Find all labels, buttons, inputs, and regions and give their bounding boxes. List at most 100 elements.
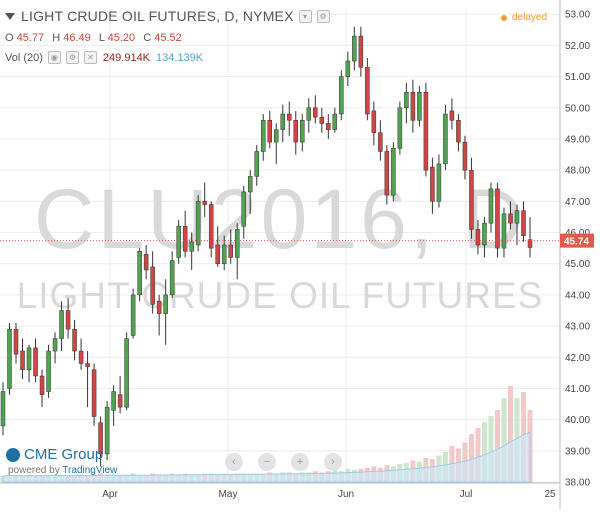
candle-body <box>326 123 331 130</box>
y-tick-label: 52.00 <box>565 41 590 52</box>
candle-body <box>91 369 97 417</box>
ohlc-high-value: 46.49 <box>63 32 91 44</box>
candle-body <box>221 244 227 264</box>
candle-body <box>306 107 312 121</box>
candle-body <box>150 266 155 305</box>
ohlc-close-label: C <box>143 32 152 44</box>
x-tick-label: Jun <box>338 489 354 500</box>
dropdown-chevron-icon[interactable]: ▾ <box>298 9 312 23</box>
cme-logo[interactable]: CME Group powered by TradingView <box>6 446 117 476</box>
y-tick-label: 39.00 <box>565 446 590 457</box>
scroll-left-button[interactable]: ‹ <box>225 453 243 471</box>
collapse-icon[interactable] <box>5 12 15 20</box>
candle-body <box>293 120 299 143</box>
candle-body <box>482 222 487 246</box>
candle-body <box>78 350 84 364</box>
y-tick-label: 47.00 <box>565 197 590 208</box>
candle-body <box>20 350 25 370</box>
candle-body <box>384 151 390 196</box>
ohlc-open-value: 45.77 <box>16 32 45 44</box>
candle-body <box>260 120 266 152</box>
candle-body <box>137 250 142 296</box>
volume-ma-value: 134.139K <box>156 51 204 64</box>
tradingview-link[interactable]: TradingView <box>62 465 118 476</box>
ohlc-low-label: L <box>98 32 105 44</box>
candle-body <box>228 244 233 258</box>
y-tick-label: 53.00 <box>565 10 590 21</box>
volume-legend: Vol (20) ◉ ⚙ ✕ 249.914K 134.139K <box>5 51 203 64</box>
y-tick-label: 40.00 <box>565 415 590 426</box>
candle-body <box>456 120 461 143</box>
candle-body <box>436 163 442 202</box>
y-tick-label: 46.00 <box>565 228 590 239</box>
volume-bar <box>507 386 513 482</box>
settings-icon[interactable]: ⚙ <box>316 9 330 23</box>
candle-body <box>391 148 396 196</box>
scroll-right-button[interactable]: › <box>324 453 342 471</box>
volume-bar <box>488 416 494 482</box>
ohlc-legend: O 45.77 H 46.49 L 45.20 C 45.52 <box>5 32 187 44</box>
candle-body <box>488 188 494 224</box>
y-tick-label: 42.00 <box>565 353 590 364</box>
candle-body <box>358 35 364 68</box>
candle-body <box>495 188 500 249</box>
candle-body <box>378 132 383 152</box>
candle-body <box>352 35 357 62</box>
x-tick-label: May <box>219 489 238 500</box>
candle-body <box>443 113 448 165</box>
candle-body <box>202 201 207 205</box>
watermark-symbol: CLU2016, D <box>34 172 526 266</box>
y-tick-label: 49.00 <box>565 134 590 145</box>
candle-body <box>33 347 38 377</box>
y-tick-label: 45.00 <box>565 259 590 270</box>
candle-body <box>72 328 77 352</box>
candle-body <box>26 347 32 370</box>
last-price-label: 45.74 <box>564 237 589 248</box>
watermark-name: LIGHT CRUDE OIL FUTURES <box>17 275 544 316</box>
candle-body <box>234 229 240 258</box>
candle-body <box>182 226 188 252</box>
candle-body <box>65 310 71 330</box>
eye-icon[interactable]: ◉ <box>47 51 61 64</box>
candle-body <box>410 91 416 121</box>
candle-body <box>46 350 51 392</box>
candle-body <box>462 141 468 171</box>
ohlc-high-label: H <box>52 32 61 44</box>
y-tick-label: 44.00 <box>565 290 590 301</box>
delayed-indicator: delayed <box>501 12 547 23</box>
volume-bar <box>494 410 500 482</box>
volume-bar <box>475 428 481 482</box>
close-icon[interactable]: ✕ <box>83 51 97 64</box>
candle-body <box>208 204 214 249</box>
y-tick-label: 41.00 <box>565 384 590 395</box>
zoom-in-button[interactable]: + <box>291 453 309 471</box>
chart-navigation: ‹ − + › <box>225 453 357 471</box>
candle-body <box>13 328 19 355</box>
y-tick-label: 38.00 <box>565 478 590 489</box>
x-tick-label: 25 <box>544 489 556 500</box>
ohlc-close-value: 45.52 <box>154 32 182 44</box>
zoom-out-button[interactable]: − <box>258 453 276 471</box>
candle-body <box>85 363 90 367</box>
candle-body <box>267 120 273 143</box>
x-tick-label: Jul <box>460 489 473 500</box>
ohlc-low-value: 45.20 <box>107 32 136 44</box>
y-tick-label: 48.00 <box>565 166 590 177</box>
candle-body <box>156 300 162 314</box>
candle-body <box>397 107 403 149</box>
candle-body <box>365 67 370 115</box>
last-price-tag <box>560 233 594 248</box>
y-tick-label: 51.00 <box>565 72 590 83</box>
settings-icon[interactable]: ⚙ <box>65 51 79 64</box>
candle-body <box>104 406 110 455</box>
candle-body <box>332 113 338 130</box>
candle-body <box>241 191 246 227</box>
x-tick-label: Apr <box>102 489 118 500</box>
candle-body <box>475 229 481 246</box>
candle-body <box>300 120 305 143</box>
candle-body <box>501 213 507 249</box>
candle-body <box>280 113 286 130</box>
candle-body <box>247 176 253 193</box>
